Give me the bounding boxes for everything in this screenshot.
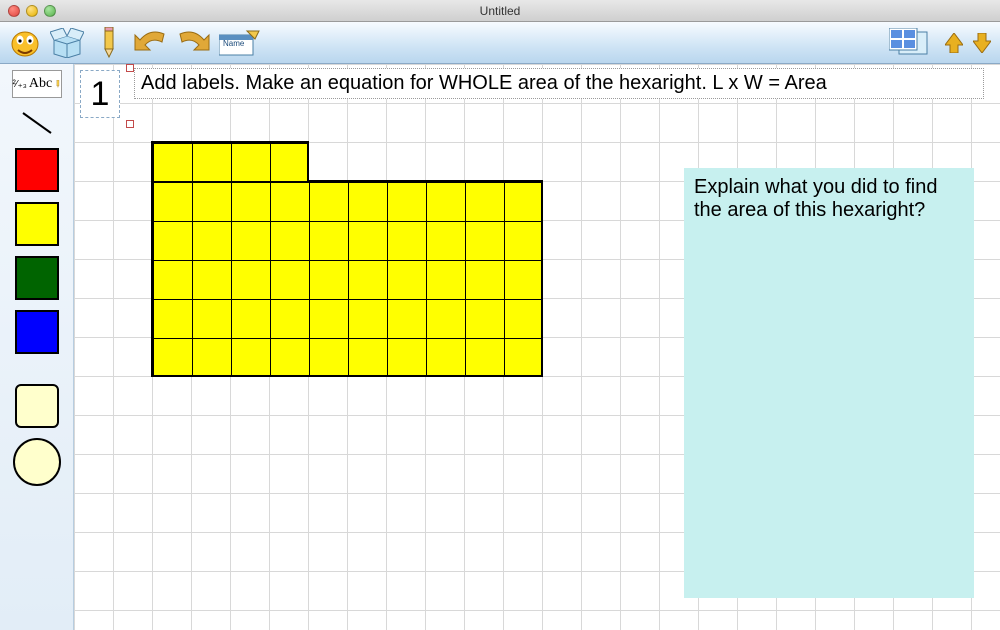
undo-icon[interactable]: [134, 26, 168, 60]
text-tool-label: Abc: [29, 76, 52, 92]
window-titlebar: Untitled: [0, 0, 1000, 22]
pale-circle-swatch[interactable]: [13, 438, 61, 486]
grid-view-icon[interactable]: [888, 26, 936, 60]
green-swatch[interactable]: [15, 256, 59, 300]
close-icon[interactable]: [8, 5, 20, 17]
canvas[interactable]: 1 Add labels. Make an equation for WHOLE…: [74, 64, 1000, 630]
page-number[interactable]: 1: [80, 70, 120, 118]
line-tool[interactable]: [12, 108, 62, 138]
mascot-icon[interactable]: [8, 26, 42, 60]
page-down-icon[interactable]: [972, 26, 992, 60]
text-tool[interactable]: ²⁄₊₃ Abc: [12, 70, 62, 98]
yellow-swatch[interactable]: [15, 202, 59, 246]
svg-text:Name: Name: [223, 39, 245, 48]
red-swatch[interactable]: [15, 148, 59, 192]
pale-rect-swatch[interactable]: [15, 384, 59, 428]
resize-handle[interactable]: [126, 120, 134, 128]
redo-icon[interactable]: [176, 26, 210, 60]
zoom-icon[interactable]: [44, 5, 56, 17]
minimize-icon[interactable]: [26, 5, 38, 17]
pencil-icon[interactable]: [92, 26, 126, 60]
main-toolbar: Name: [0, 22, 1000, 64]
name-card-icon[interactable]: Name: [218, 26, 262, 60]
page-up-icon[interactable]: [944, 26, 964, 60]
main-area: ²⁄₊₃ Abc 1 Add labels. Make an equation …: [0, 64, 1000, 630]
explain-note[interactable]: Explain what you did to find the area of…: [684, 168, 974, 598]
tool-sidebar: ²⁄₊₃ Abc: [0, 64, 74, 630]
window-title: Untitled: [0, 4, 1000, 18]
open-box-icon[interactable]: [50, 26, 84, 60]
resize-handle[interactable]: [126, 64, 134, 72]
prompt-text[interactable]: Add labels. Make an equation for WHOLE a…: [134, 68, 984, 99]
window-controls: [8, 5, 56, 17]
blue-swatch[interactable]: [15, 310, 59, 354]
